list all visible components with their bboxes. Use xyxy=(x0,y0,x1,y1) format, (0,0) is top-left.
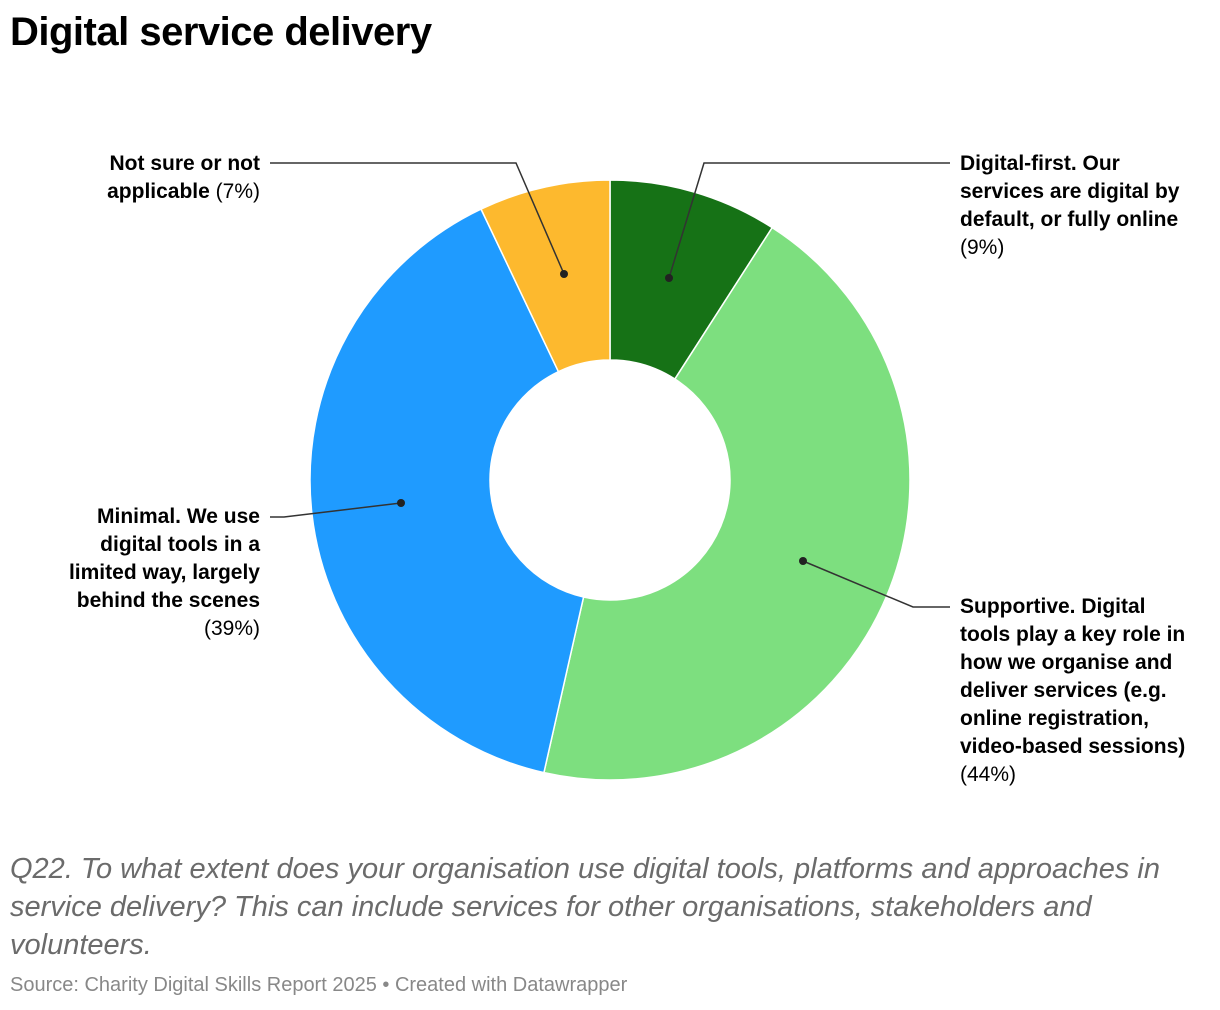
label-digital-first-line-3: default, or fully online xyxy=(960,208,1179,231)
leader-dot-minimal xyxy=(397,499,405,507)
label-supportive-line-6: video-based sessions) xyxy=(960,735,1186,758)
label-digital-first: Digital-first. Our services are digital … xyxy=(960,150,1179,262)
label-not-sure-pct: (7%) xyxy=(215,180,260,203)
label-supportive-line-5: online registration, xyxy=(960,707,1150,730)
leader-dot-digital-first xyxy=(665,274,673,282)
label-supportive: Supportive. Digital tools play a key rol… xyxy=(960,593,1185,789)
label-digital-first-pct: (9%) xyxy=(960,236,1005,259)
leader-line-minimal xyxy=(270,502,402,518)
slice-not-sure xyxy=(480,179,611,373)
leader-line-not-sure xyxy=(270,162,565,275)
source-credit: Source: Charity Digital Skills Report 20… xyxy=(10,974,628,996)
label-supportive-line-2: tools play a key role in xyxy=(960,623,1186,646)
label-digital-first-line-2: services are digital by xyxy=(960,180,1180,203)
question-note: Q22. To what extent does your organisati… xyxy=(10,853,1160,961)
label-minimal-line-3: limited way, largely xyxy=(68,561,260,584)
leader-line-supportive xyxy=(802,560,950,608)
label-supportive-pct: (44%) xyxy=(960,763,1017,786)
label-minimal-line-2: digital tools in a xyxy=(100,533,260,556)
label-not-sure-line-2: applicable xyxy=(107,180,210,203)
label-supportive-line-1: Supportive. Digital xyxy=(960,595,1146,618)
label-minimal-line-1: Minimal. We use xyxy=(97,505,260,528)
label-not-sure: Not sure or not applicable (7%) xyxy=(107,150,260,206)
slices-layer xyxy=(309,179,911,781)
slice-minimal xyxy=(309,208,585,774)
slice-supportive xyxy=(543,226,911,781)
label-digital-first-line-1: Digital-first. Our xyxy=(960,152,1120,175)
leader-dot-supportive xyxy=(799,557,807,565)
label-minimal-pct: (39%) xyxy=(203,617,260,640)
label-supportive-line-4: deliver services (e.g. xyxy=(960,679,1167,702)
leader-lines-layer xyxy=(270,162,950,608)
leader-line-digital-first xyxy=(668,162,950,279)
label-not-sure-line-1: Not sure or not xyxy=(109,152,261,175)
chart-title: Digital service delivery xyxy=(10,10,432,54)
label-supportive-line-3: how we organise and xyxy=(960,651,1173,674)
label-minimal-line-4: behind the scenes xyxy=(76,589,260,612)
label-minimal: Minimal. We use digital tools in a limit… xyxy=(69,503,260,643)
leader-dot-not-sure xyxy=(560,270,568,278)
